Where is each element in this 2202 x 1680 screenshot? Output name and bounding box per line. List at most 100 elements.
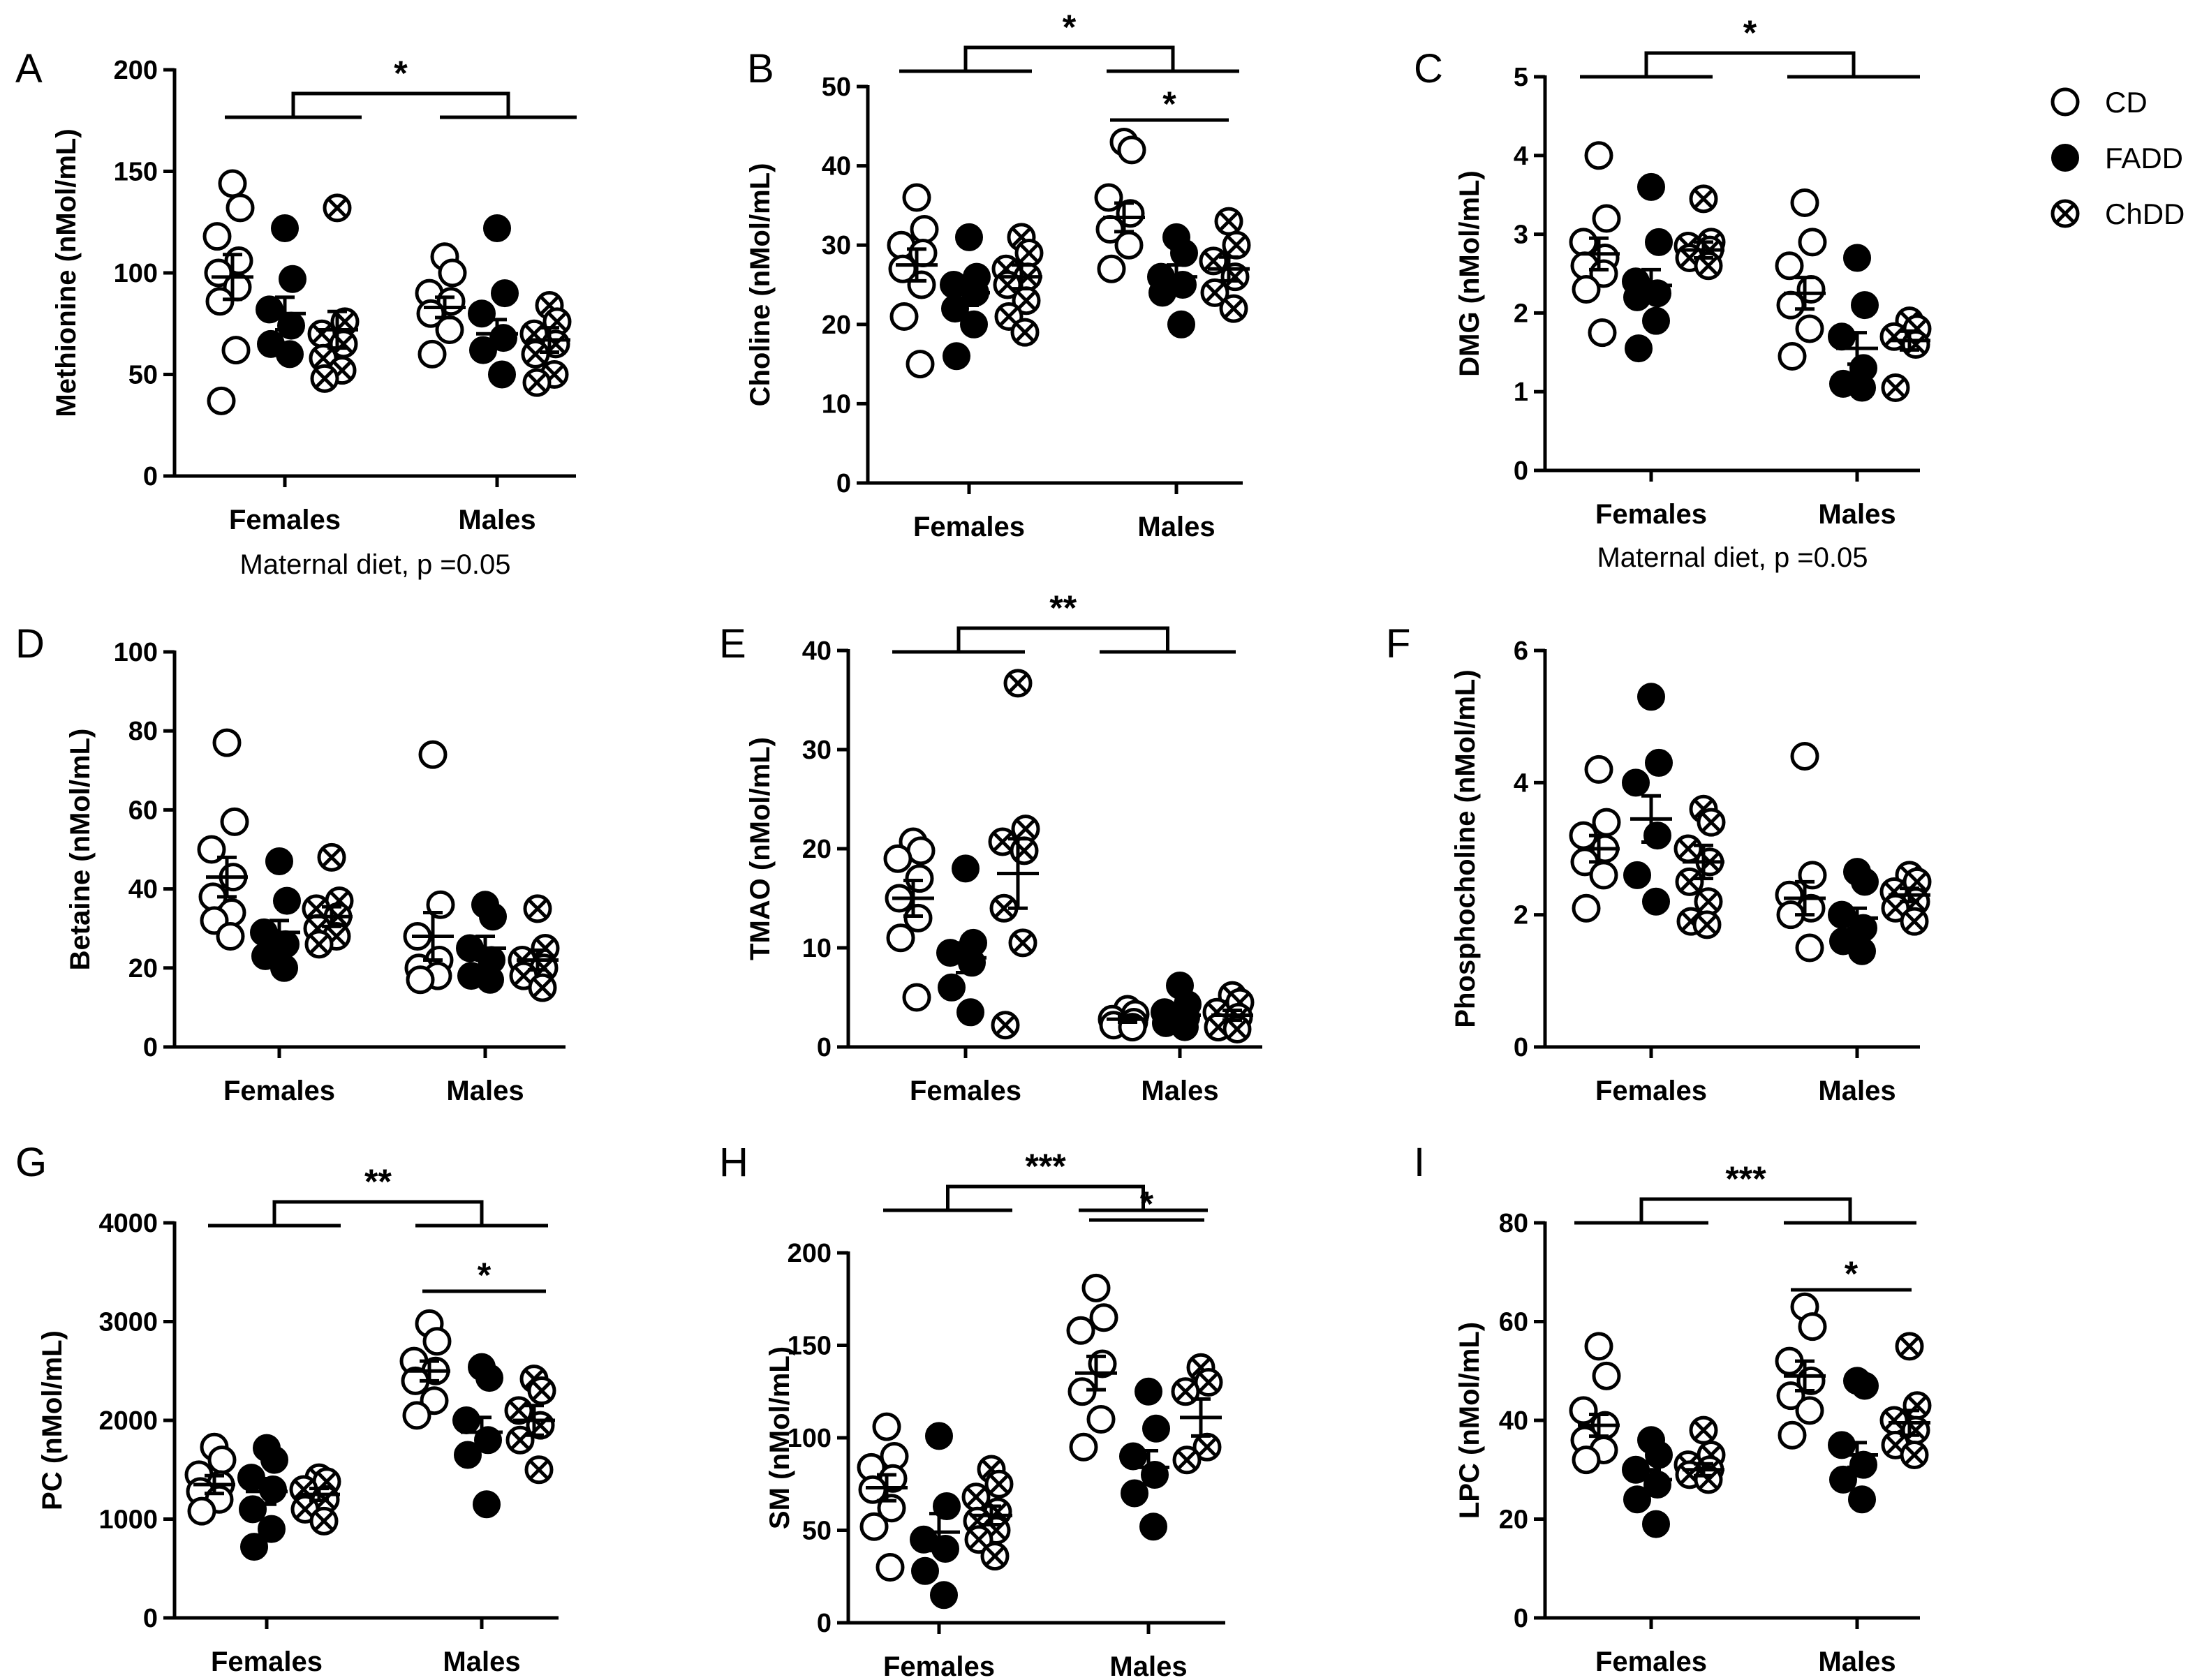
group-females-fadd [1622,1426,1673,1538]
group-females-fadd [256,214,306,369]
data-point [1623,1485,1651,1514]
y-tick-label: 4 [1514,768,1528,798]
data-point [1675,867,1704,896]
sex-significance-bracket: * [1580,13,1920,79]
data-point [226,193,255,223]
significance-stars: * [1743,13,1757,52]
significance-stars: *** [1725,1159,1766,1198]
y-tick-label: 1000 [98,1506,158,1535]
crossed-circle-line [998,306,1019,327]
y-tick-label: 6 [1514,637,1528,666]
data-point [1117,135,1146,165]
data-point [221,336,251,365]
data-point [491,279,519,308]
data-point [402,1401,431,1430]
crossed-circle-line [2055,203,2076,224]
data-point [476,965,504,994]
data-point [889,302,919,331]
data-point [1851,291,1879,320]
group-males-fadd [1119,1377,1170,1541]
data-point [522,368,552,397]
crossed-circle-line [1899,1336,1920,1357]
panel-letter: G [15,1140,47,1185]
data-point [277,311,305,340]
group-males-fadd [1828,1367,1879,1514]
panel-letter: H [719,1140,748,1185]
bracket-line [1644,51,1856,77]
data-point [931,1535,959,1563]
y-axis-title: Choline (nMol/mL) [745,163,776,407]
group-females-cd [184,1432,237,1526]
crossed-circle-line [1885,1435,1906,1455]
significance-stars: * [1845,1254,1859,1293]
y-tick-label: 200 [114,56,158,85]
data-point [212,728,242,757]
data-point [1843,244,1871,272]
x-tick-label: Males [1818,1076,1896,1106]
y-tick-label: 40 [1499,1406,1528,1436]
data-point [1121,1479,1148,1508]
crossed-circle-line [295,1499,316,1519]
crossed-circle-line [995,1015,1016,1036]
x-tick-label: Males [1137,512,1215,542]
data-point [1851,868,1879,896]
x-tick-label: Males [443,1646,520,1677]
bracket-line [946,1184,1145,1210]
crossed-circle-line [1204,282,1225,303]
bracket-line [291,91,510,117]
crossed-circle-line [992,831,1013,852]
crossed-circle-line [533,958,554,979]
group-males-cd [1066,1273,1118,1462]
y-tick-label: 0 [817,1609,832,1638]
data-point [925,1422,953,1450]
y-tick-label: 50 [802,1517,832,1546]
y-tick-label: 0 [143,1033,158,1062]
legend-label: CD [2105,86,2148,119]
crossed-circle-line [1693,1420,1714,1441]
data-point [435,315,464,344]
crossed-circle-line [535,938,556,958]
crossed-circle-line [309,934,330,955]
y-tick-label: 150 [114,158,158,187]
significance-stars: * [1140,1184,1154,1224]
panel-f: F 0 2 4 6 Females Males Phosphocholine (nMol/mL… [1386,621,1932,1106]
data-point [1066,1316,1095,1345]
group-females-fadd [910,1422,961,1610]
data-point [216,922,245,951]
data-point [1569,1396,1598,1425]
data-point [960,310,988,339]
panel-letter: E [719,621,746,667]
data-point [187,1496,216,1526]
data-point [1689,184,1718,214]
data-point [1008,928,1037,958]
x-tick-label: Males [1109,1651,1187,1680]
data-point [270,953,298,982]
males-significance-bracket: * [422,1256,546,1295]
group-males-fadd [1151,971,1202,1041]
males-significance-bracket: * [1791,1254,1912,1293]
group-males-fadd [452,1353,503,1519]
group-males-cd [415,242,467,369]
x-tick-label: Females [913,512,1025,542]
data-point [1848,373,1876,402]
data-point [930,1581,958,1610]
data-point [271,214,299,242]
x-tick-label: Females [211,1646,323,1677]
crossed-circle-line [1227,1019,1248,1039]
crossed-circle-line [539,295,560,315]
data-point [1094,183,1123,212]
crossed-circle-line [1014,322,1035,343]
data-point [1790,188,1819,217]
data-point [1170,239,1198,267]
maternal-diet-note: Maternal diet, p =0.05 [1597,542,1868,573]
x-tick-label: Females [229,505,341,535]
data-point [323,193,352,223]
y-axis-title: LPC (nMol/mL) [1454,1322,1485,1519]
data-point [984,1469,1014,1499]
y-tick-label: 150 [788,1332,832,1361]
data-point [1790,741,1819,771]
group-females-cd [1569,141,1621,348]
group-males-cd [403,740,455,995]
data-point [1851,1371,1879,1400]
x-tick-label: Females [223,1076,335,1106]
